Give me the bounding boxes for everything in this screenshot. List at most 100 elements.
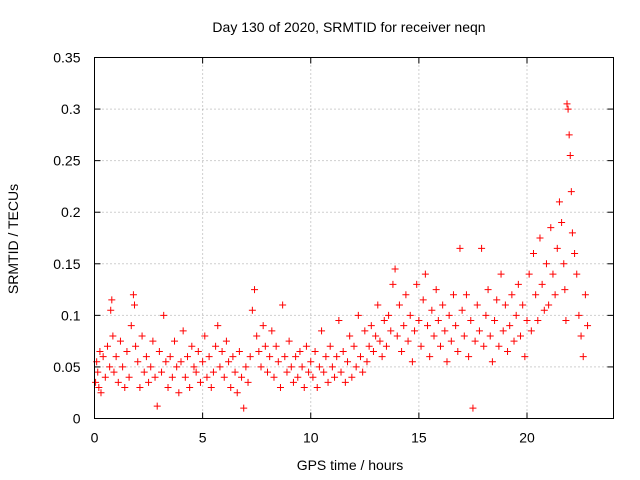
chart-title: Day 130 of 2020, SRMTID for receiver neq… (212, 19, 485, 35)
data-point (567, 188, 575, 196)
data-point (320, 368, 328, 376)
data-point (406, 311, 414, 319)
data-point (240, 404, 248, 412)
data-point (341, 378, 349, 386)
data-point (562, 317, 570, 325)
data-point (158, 368, 166, 376)
y-axis-title: SRMTID / TECUs (5, 184, 21, 294)
data-point (266, 353, 274, 361)
data-point (354, 311, 362, 319)
data-point (142, 353, 150, 361)
data-point (283, 368, 291, 376)
data-point (201, 332, 209, 340)
data-point (127, 322, 135, 330)
data-point (534, 317, 542, 325)
data-point (227, 384, 235, 392)
data-point (279, 301, 287, 309)
data-point (164, 384, 172, 392)
data-point (447, 337, 455, 345)
data-point (151, 373, 159, 381)
data-point (296, 347, 304, 355)
data-point (449, 291, 457, 299)
data-point (525, 270, 533, 278)
y-tick-label: 0.3 (61, 101, 81, 117)
data-point (445, 311, 453, 319)
data-point (571, 249, 579, 257)
data-point (181, 373, 189, 381)
data-point (411, 327, 419, 335)
data-point (108, 296, 116, 304)
data-point (114, 378, 122, 386)
data-point (565, 131, 573, 139)
data-point (186, 384, 194, 392)
data-point (497, 270, 505, 278)
data-point (348, 373, 356, 381)
data-point (196, 378, 204, 386)
data-point (564, 105, 572, 113)
data-point (257, 363, 265, 371)
data-point (95, 384, 103, 392)
data-point (292, 353, 300, 361)
data-point (112, 353, 120, 361)
data-point (428, 306, 436, 314)
data-point (398, 347, 406, 355)
data-point (190, 363, 198, 371)
data-point (337, 368, 345, 376)
x-tick-label: 0 (91, 430, 99, 446)
data-point (171, 337, 179, 345)
y-tick-label: 0.35 (53, 50, 80, 66)
data-point (517, 332, 525, 340)
data-point (553, 244, 561, 252)
data-point (573, 270, 581, 278)
data-point (458, 306, 466, 314)
data-point (430, 332, 438, 340)
data-point (276, 384, 284, 392)
data-point (203, 373, 211, 381)
data-point (129, 291, 137, 299)
data-point (222, 337, 230, 345)
data-point (545, 301, 553, 309)
y-tick-label: 0.25 (53, 153, 80, 169)
data-point (214, 322, 222, 330)
data-point (92, 378, 100, 386)
data-point (495, 342, 503, 350)
data-point (192, 368, 200, 376)
data-point (212, 342, 220, 350)
data-point (229, 353, 237, 361)
data-point (289, 378, 297, 386)
data-point (380, 317, 388, 325)
data-point (107, 306, 115, 314)
data-point (268, 327, 276, 335)
data-point (179, 327, 187, 335)
data-point (259, 322, 267, 330)
data-point (473, 301, 481, 309)
data-point (356, 353, 364, 361)
data-point (417, 342, 425, 350)
data-point (147, 363, 155, 371)
data-point (244, 378, 252, 386)
data-point (404, 337, 412, 345)
data-point (391, 265, 399, 273)
data-point (216, 363, 224, 371)
data-point (369, 347, 377, 355)
data-point (434, 317, 442, 325)
data-point (555, 198, 563, 206)
data-point (116, 337, 124, 345)
data-point (504, 347, 512, 355)
data-point (441, 327, 449, 335)
data-point (361, 327, 369, 335)
data-point (352, 363, 360, 371)
data-point (140, 368, 148, 376)
y-tick-label: 0 (73, 411, 81, 427)
data-point (421, 270, 429, 278)
data-point (484, 286, 492, 294)
data-point (313, 384, 321, 392)
data-point (309, 373, 317, 381)
data-point (261, 342, 269, 350)
x-tick-label: 20 (519, 430, 535, 446)
data-point (549, 270, 557, 278)
data-point (346, 332, 354, 340)
data-point (382, 342, 390, 350)
data-point (238, 373, 246, 381)
data-point (532, 291, 540, 299)
